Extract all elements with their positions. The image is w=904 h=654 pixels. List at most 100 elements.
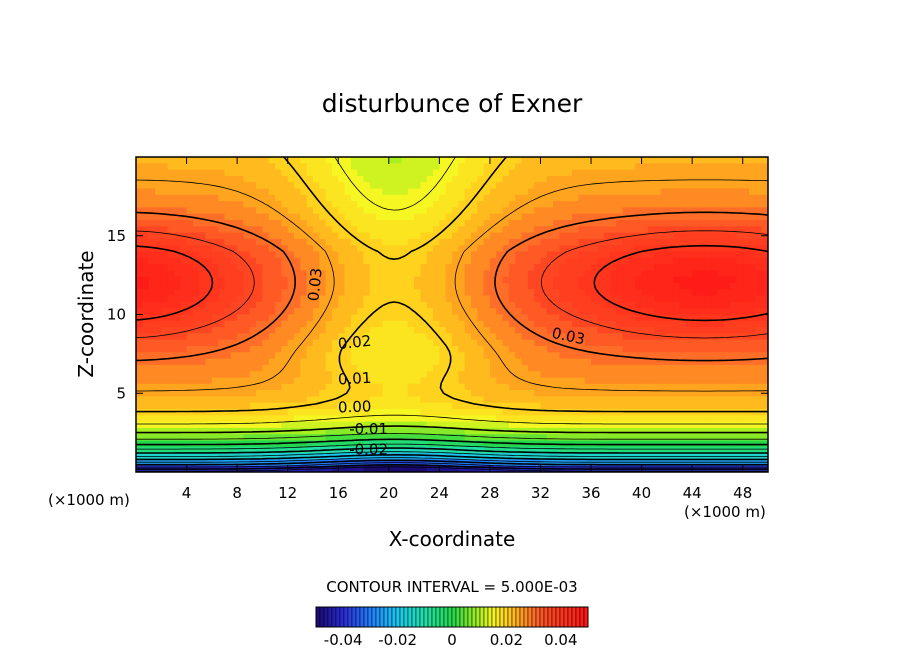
field-cell — [426, 434, 434, 442]
field-cell — [540, 169, 548, 177]
field-cell — [154, 264, 162, 271]
field-cell — [603, 396, 611, 404]
field-cell — [470, 295, 478, 303]
field-cell — [306, 377, 314, 385]
field-cell — [344, 226, 352, 234]
field-cell — [546, 446, 554, 454]
field-cell — [192, 157, 200, 164]
field-cell — [704, 434, 712, 442]
field-cell — [483, 226, 491, 234]
field-cell — [148, 327, 156, 334]
field-cell — [325, 440, 333, 448]
field-cell — [470, 333, 478, 341]
field-cell — [736, 226, 744, 234]
field-cell — [666, 371, 674, 379]
field-cell — [496, 333, 504, 341]
field-cell — [692, 163, 700, 171]
field-cell — [654, 238, 662, 246]
field-cell — [641, 220, 649, 227]
field-cell — [578, 270, 586, 278]
field-cell — [350, 257, 358, 265]
field-cell — [464, 421, 472, 429]
field-cell — [414, 157, 421, 164]
field-cell — [597, 232, 605, 240]
field-cell — [546, 383, 554, 391]
field-cell — [578, 333, 586, 341]
field-cell — [704, 175, 712, 183]
field-cell — [692, 434, 700, 442]
field-cell — [477, 157, 485, 164]
field-cell — [502, 289, 510, 297]
field-cell — [224, 232, 232, 240]
field-cell — [711, 283, 719, 290]
field-cell — [610, 459, 617, 467]
field-cell — [616, 194, 624, 202]
field-cell — [395, 232, 403, 240]
field-cell — [376, 163, 384, 171]
field-cell — [338, 446, 346, 454]
field-cell — [616, 421, 624, 429]
field-cell — [350, 270, 358, 278]
field-cell — [622, 169, 630, 177]
field-cell — [433, 207, 440, 215]
field-cell — [312, 276, 320, 284]
field-cell — [338, 175, 346, 183]
field-cell — [496, 226, 504, 234]
field-cell — [433, 238, 440, 246]
field-cell — [622, 157, 630, 164]
field-cell — [559, 175, 567, 183]
field-cell — [161, 333, 169, 341]
field-cell — [262, 434, 270, 442]
field-cell — [224, 333, 232, 341]
field-cell — [306, 295, 314, 303]
field-cell — [275, 358, 282, 366]
field-cell — [685, 226, 693, 234]
field-cell — [243, 339, 251, 347]
field-cell — [692, 346, 700, 353]
field-cell — [199, 446, 207, 454]
field-cell — [414, 402, 421, 410]
field-cell — [319, 427, 327, 435]
field-cell — [230, 333, 238, 341]
field-cell — [414, 270, 421, 278]
field-cell — [736, 207, 744, 215]
field-cell — [521, 346, 529, 353]
field-cell — [180, 459, 188, 467]
field-cell — [673, 188, 681, 196]
field-cell — [205, 226, 213, 234]
field-cell — [717, 339, 725, 347]
field-cell — [136, 188, 143, 196]
field-cell — [256, 251, 263, 259]
field-cell — [439, 175, 447, 183]
field-cell — [508, 276, 516, 284]
field-cell — [540, 320, 548, 328]
field-cell — [515, 194, 523, 202]
field-cell — [237, 232, 245, 240]
field-cell — [325, 175, 333, 183]
field-cell — [243, 390, 251, 397]
field-cell — [142, 194, 150, 202]
field-cell — [452, 194, 459, 202]
field-cell — [445, 314, 453, 322]
field-cell — [376, 320, 384, 328]
field-cell — [717, 182, 725, 190]
field-cell — [572, 226, 579, 234]
field-cell — [300, 427, 308, 435]
field-cell — [148, 264, 156, 271]
field-cell — [477, 346, 485, 353]
field-cell — [224, 364, 232, 372]
field-cell — [262, 396, 270, 404]
field-cell — [515, 295, 523, 303]
field-cell — [515, 402, 523, 410]
field-cell — [407, 308, 415, 316]
field-cell — [243, 301, 251, 309]
field-cell — [395, 163, 403, 171]
field-cell — [433, 226, 440, 234]
field-cell — [565, 194, 573, 202]
field-cell — [591, 226, 598, 234]
field-cell — [603, 194, 611, 202]
field-cell — [470, 213, 478, 221]
field-cell — [395, 421, 403, 429]
field-cell — [742, 182, 750, 190]
field-cell — [199, 163, 207, 171]
